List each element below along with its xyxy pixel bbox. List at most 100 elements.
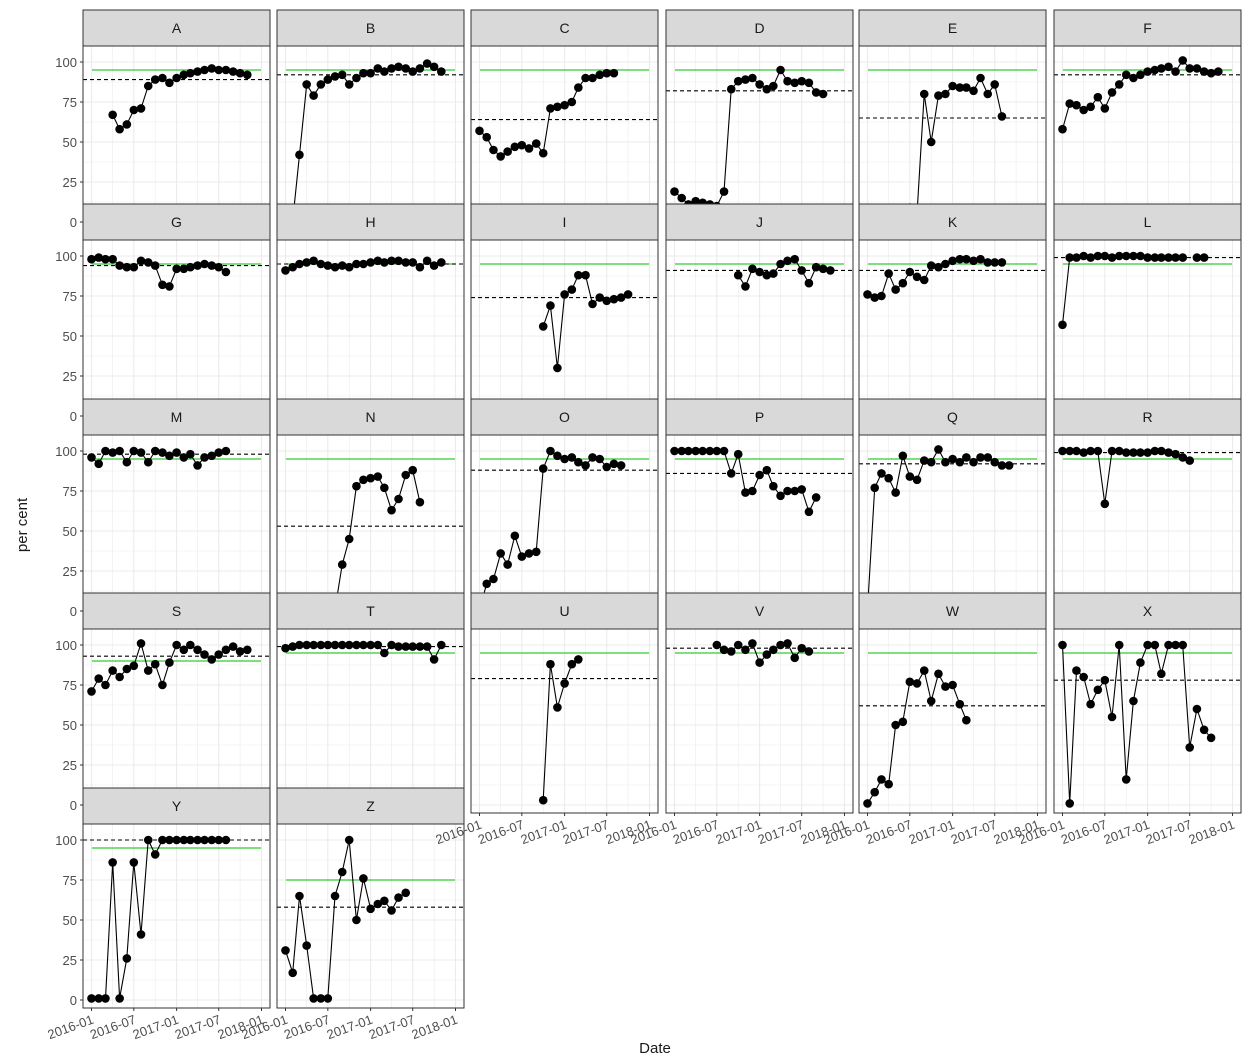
data-point: [755, 267, 764, 277]
facet-panel-T: T: [276, 592, 465, 814]
data-point: [394, 642, 403, 651]
data-point: [1192, 253, 1202, 262]
data-point: [401, 64, 411, 73]
data-point: [588, 299, 597, 309]
y-tick-label: 50: [63, 524, 77, 539]
data-point: [691, 196, 700, 206]
data-point: [602, 68, 612, 78]
data-point: [186, 835, 195, 845]
data-point: [1164, 448, 1173, 457]
data-point: [748, 639, 757, 648]
data-point: [510, 142, 520, 152]
facet-strip-label: B: [366, 20, 375, 36]
data-point: [87, 687, 96, 696]
data-point: [115, 672, 124, 682]
facet-panel-U: U: [470, 592, 659, 814]
data-point: [891, 488, 900, 497]
data-point: [221, 267, 231, 277]
data-point: [574, 457, 583, 467]
data-point: [1100, 675, 1110, 685]
data-point: [719, 187, 729, 196]
data-point: [503, 147, 512, 156]
data-point: [962, 83, 971, 92]
data-point: [616, 293, 626, 302]
data-point: [179, 453, 189, 462]
data-point: [1079, 105, 1088, 115]
facet-strip: [858, 203, 1047, 241]
data-point: [912, 679, 922, 688]
data-point: [1143, 448, 1152, 457]
data-point: [1093, 251, 1103, 261]
facet-panels: A B C D E F G H I J K L M N O P Q R S T U V W X Y Z: [82, 9, 1242, 1009]
data-point: [762, 650, 772, 659]
facet-strip-label: D: [754, 20, 764, 36]
data-point: [207, 261, 217, 270]
y-tick-label: 50: [63, 135, 77, 150]
data-point: [344, 835, 354, 845]
facet-strip: [1053, 592, 1242, 630]
data-point: [934, 669, 943, 679]
data-point: [1065, 799, 1075, 808]
data-point: [1086, 446, 1095, 456]
data-point: [94, 994, 104, 1003]
data-point: [337, 867, 347, 877]
data-point: [891, 285, 900, 294]
y-tick-label: 0: [70, 409, 77, 424]
data-point: [158, 835, 167, 845]
data-point: [934, 262, 943, 272]
data-point: [1185, 456, 1195, 465]
data-point: [553, 102, 562, 112]
data-point: [898, 717, 908, 727]
data-point: [574, 83, 583, 92]
data-point: [380, 258, 389, 267]
data-point: [323, 994, 333, 1003]
data-point: [811, 493, 821, 502]
data-point: [366, 473, 375, 483]
data-point: [221, 446, 231, 456]
series-B: [281, 59, 446, 225]
data-point: [574, 270, 583, 280]
data-point: [221, 645, 231, 655]
data-point: [1206, 733, 1216, 743]
data-point: [352, 259, 361, 269]
data-point: [387, 906, 396, 915]
facet-strip-label: C: [559, 20, 569, 36]
data-point: [783, 76, 792, 86]
data-point: [387, 505, 396, 515]
data-point: [122, 457, 132, 467]
data-point: [997, 112, 1007, 121]
y-tick-label: 75: [63, 289, 77, 304]
data-point: [172, 264, 181, 274]
data-point: [359, 259, 368, 269]
data-point: [394, 893, 403, 902]
data-point: [755, 658, 764, 667]
facet-strip: [470, 592, 659, 630]
facet-panel-E: E: [858, 9, 1047, 231]
data-point: [207, 655, 217, 664]
facet-strip: [1053, 398, 1242, 436]
data-point: [415, 262, 425, 272]
series-I: [538, 270, 633, 373]
data-point: [884, 779, 893, 789]
data-point: [373, 256, 383, 266]
data-point: [380, 648, 389, 658]
data-point: [186, 640, 195, 650]
data-point: [733, 640, 743, 650]
data-point: [983, 89, 993, 99]
data-point: [344, 640, 354, 650]
facet-strip: [82, 9, 271, 47]
data-point: [1114, 640, 1124, 650]
y-tick-label: 50: [63, 913, 77, 928]
data-point: [983, 453, 993, 462]
data-point: [359, 640, 368, 650]
data-point: [221, 65, 231, 75]
data-point: [1150, 446, 1160, 456]
data-point: [769, 481, 778, 491]
data-point: [546, 104, 555, 113]
data-point: [143, 81, 153, 91]
x-tick-label: 2016-07: [282, 1012, 332, 1042]
data-point: [790, 653, 800, 663]
data-point: [567, 97, 577, 107]
data-point: [214, 835, 224, 845]
data-point: [1121, 448, 1131, 457]
